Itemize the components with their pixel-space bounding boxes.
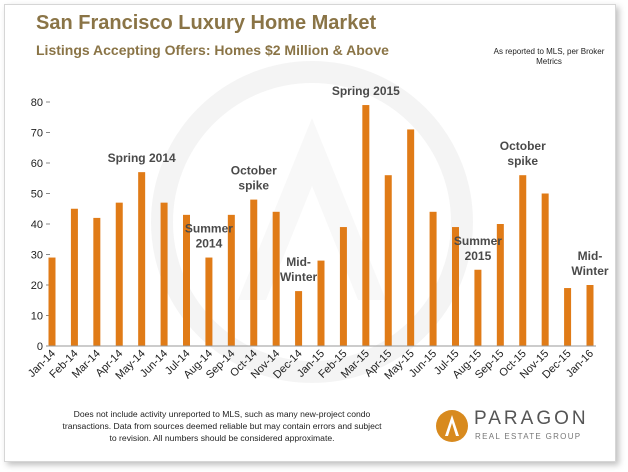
annotation-label: Summer 2014 [185,222,233,251]
bar-nov-14 [272,211,280,346]
annotation-label: October spike [231,164,277,193]
source-note: As reported to MLS, per Broker Metrics [493,47,605,66]
y-tick-label: 70 [31,128,43,140]
bar-may-14 [138,172,146,346]
annotation-label: Mid-Winter [571,249,609,278]
chart-card [4,4,616,462]
bars [48,105,594,346]
bar-apr-14 [115,202,123,346]
annotation-label: Spring 2015 [332,84,400,98]
y-tick-label: 40 [31,219,43,231]
bar-feb-15 [339,227,347,346]
bar-jan-14 [48,257,56,346]
bar-may-15 [407,129,415,346]
chart-subtitle: Listings Accepting Offers: Homes $2 Mill… [36,42,389,58]
paragon-logo: PARAGON REAL ESTATE GROUP [434,404,614,450]
y-tick-label: 20 [31,280,43,292]
y-tick-label: 60 [31,158,43,170]
bar-aug-14 [205,257,213,346]
y-tick-label: 10 [31,311,43,323]
annotations: Spring 2014 Summer 2014 October spike Mid-Win… [108,84,609,284]
logo-name: PARAGON [474,408,589,429]
bar-feb-14 [70,208,78,346]
annotation-label: Mid-Winter [280,255,318,284]
bar-jul-14 [183,214,190,346]
y-axis: 0 10 20 30 40 50 60 70 80 [31,97,50,353]
annotation-label: Spring 2014 [108,151,176,165]
y-tick-label: 50 [31,189,43,201]
bar-oct-14 [250,199,258,346]
y-tick-label: 30 [31,250,43,262]
y-tick-label: 80 [31,97,43,109]
bar-mar-14 [93,217,101,346]
bar-jan-15 [317,260,325,346]
bar-jul-15 [452,227,459,346]
footnote: Does not include activity unreported to … [62,409,382,443]
annotation-label: October spike [500,139,546,168]
bar-aug-15 [474,269,482,346]
logo-tagline: REAL ESTATE GROUP [475,432,582,441]
bar-nov-15 [541,193,549,346]
bar-mar-15 [362,105,370,346]
annotation-label: Summer 2015 [454,234,502,263]
bar-apr-15 [384,175,392,346]
bar-jan-16 [586,285,594,346]
bar-sep-15 [496,224,504,346]
y-tick-label: 0 [37,341,43,353]
chart-title: San Francisco Luxury Home Market [36,12,377,34]
paragon-logo-icon [436,410,468,442]
bar-sep-14 [227,214,235,346]
bar-jun-14 [160,202,168,346]
bar-oct-15 [519,175,527,346]
bar-dec-15 [564,288,572,346]
bar-dec-14 [295,291,303,346]
bar-jun-15 [429,211,437,346]
